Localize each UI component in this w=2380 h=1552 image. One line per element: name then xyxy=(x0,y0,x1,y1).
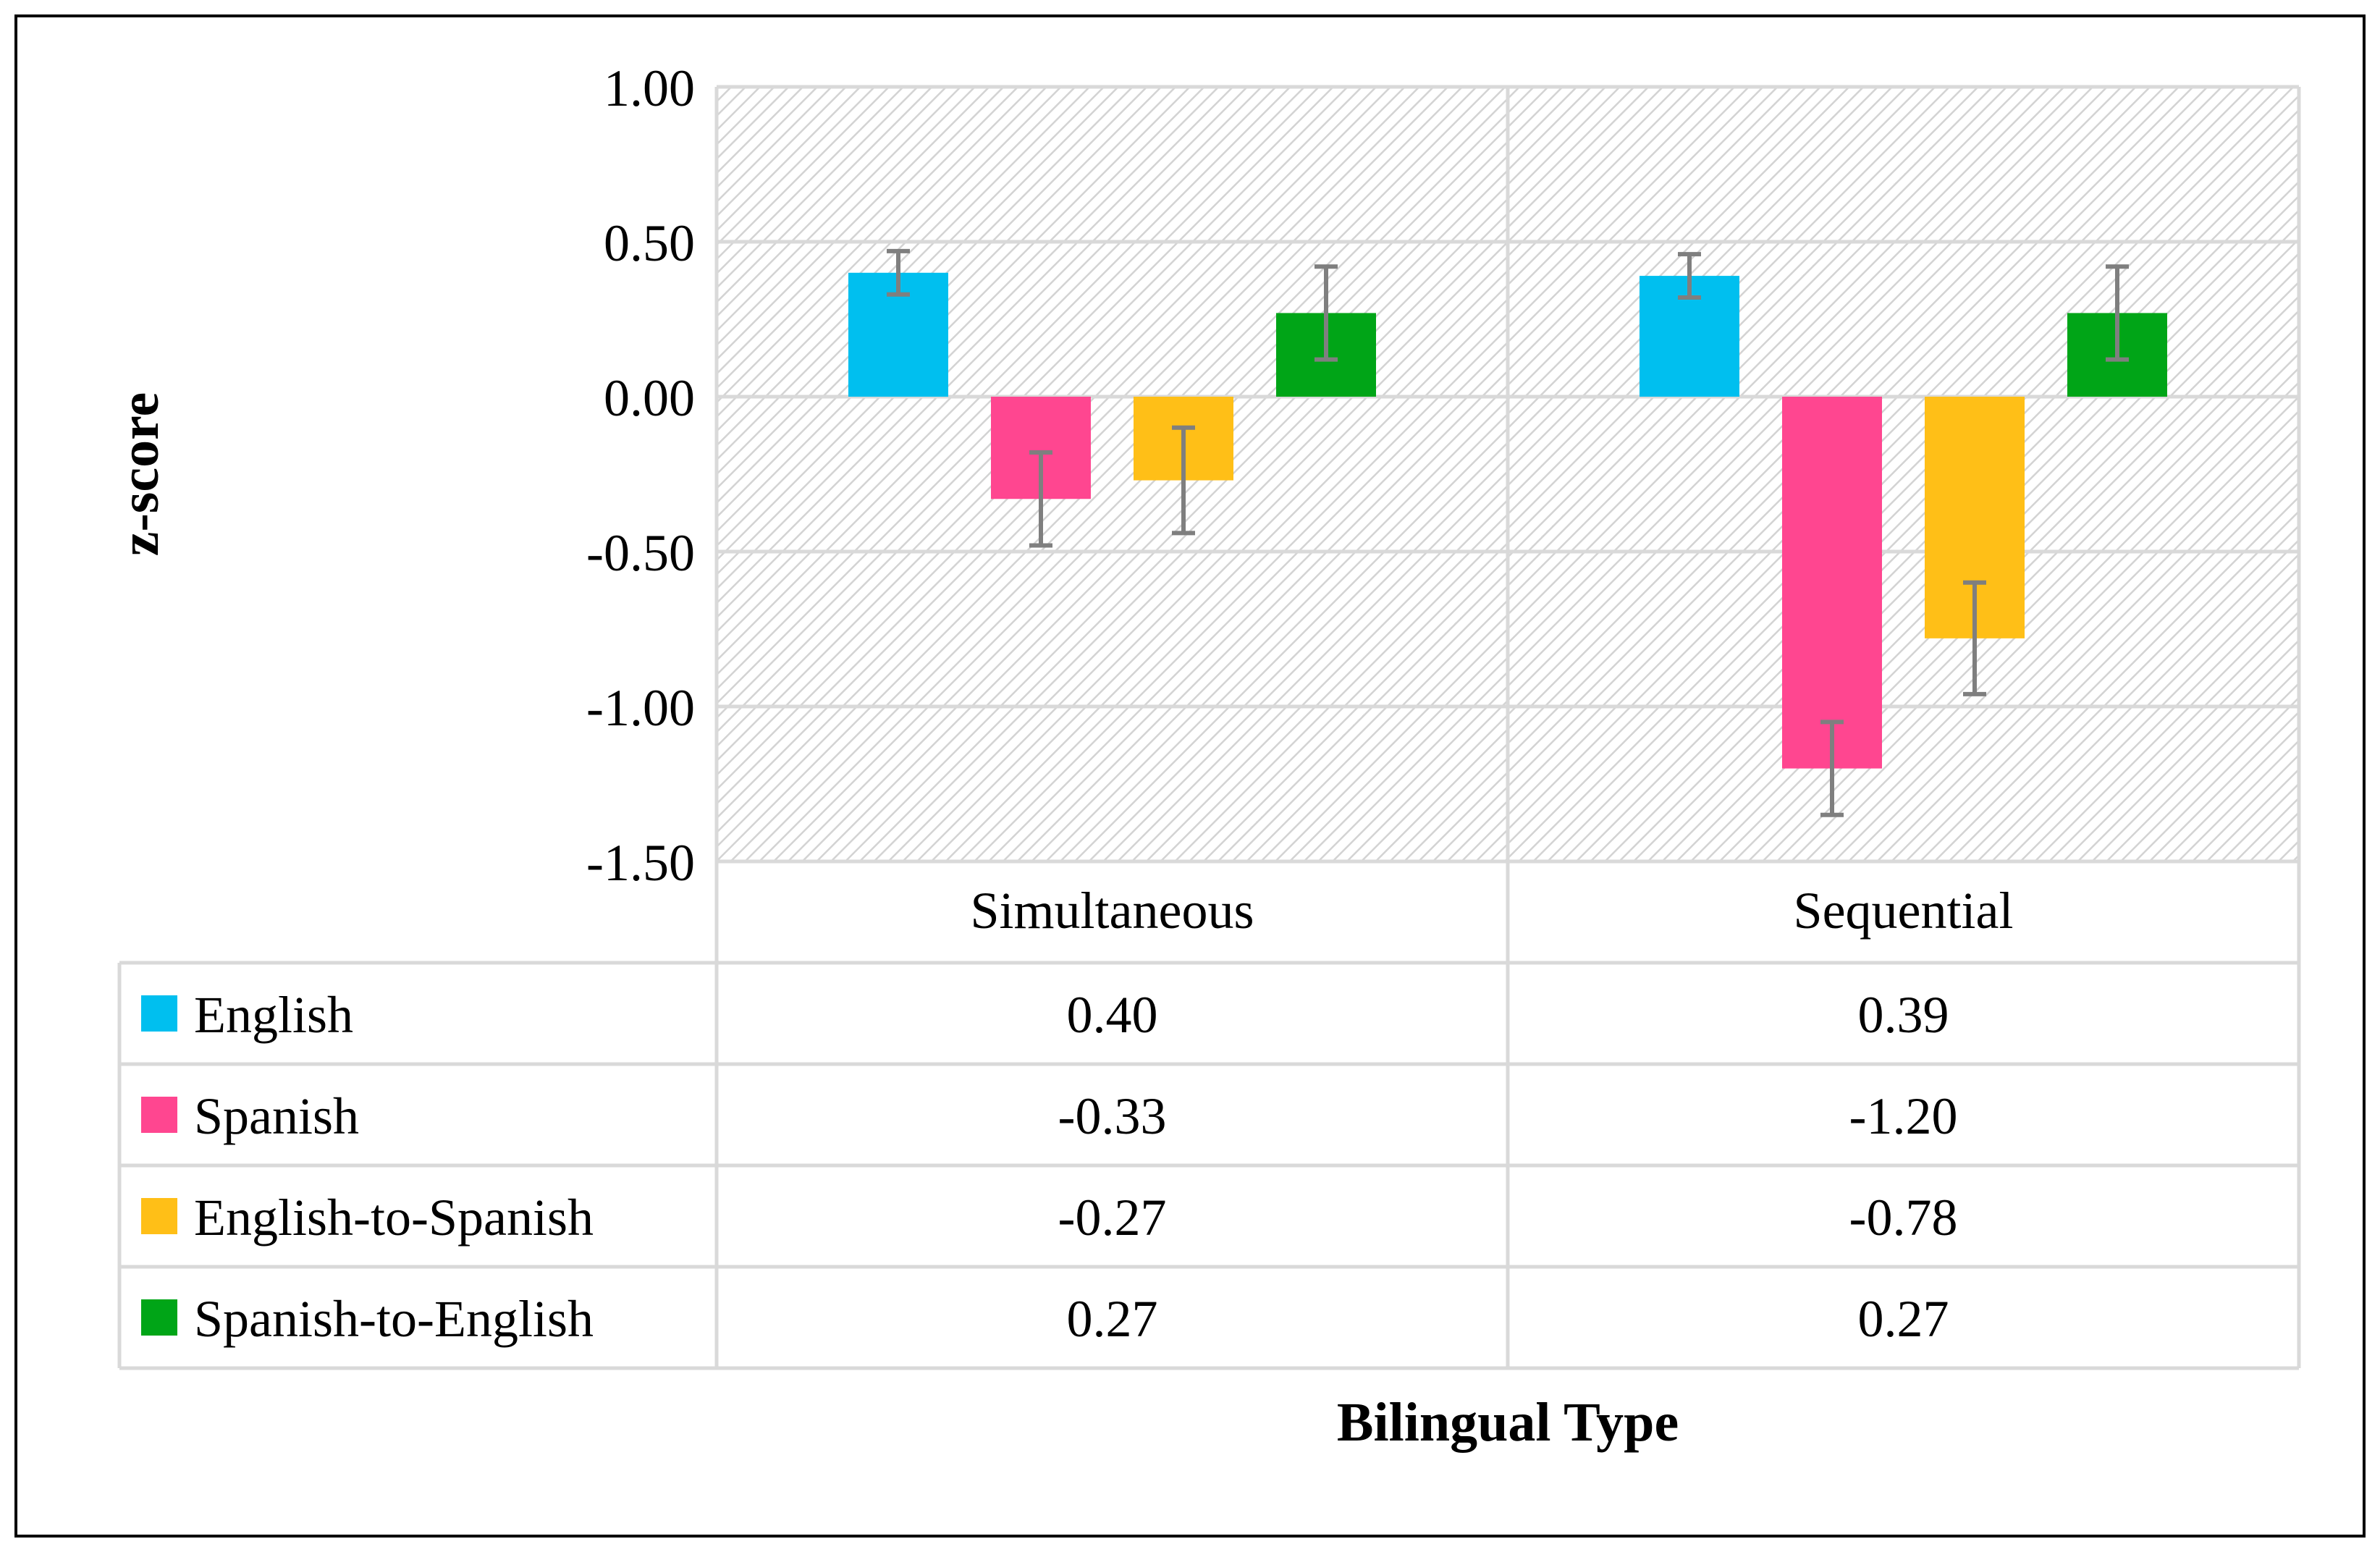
data-table: Simultaneous Sequential English 0.40 0.39 Spa… xyxy=(117,882,2299,1370)
y-tick-label: 0.00 xyxy=(604,369,695,427)
y-tick-label: 0.50 xyxy=(604,214,695,272)
error-bar xyxy=(1315,264,1338,362)
error-bar xyxy=(1029,450,1052,548)
error-bar xyxy=(1678,252,1701,300)
bar xyxy=(1782,397,1882,769)
data-label: -0.27 xyxy=(1058,1189,1167,1247)
legend-swatch xyxy=(141,1198,177,1234)
data-label: -0.78 xyxy=(1849,1189,1958,1247)
y-tick-label: -1.00 xyxy=(586,679,695,737)
legend-label: English xyxy=(194,986,353,1044)
y-tick-label: -0.50 xyxy=(586,524,695,582)
y-axis-title: z-score xyxy=(109,392,170,556)
gridlines xyxy=(714,85,2301,1368)
data-label: -0.33 xyxy=(1058,1087,1167,1145)
x-axis-title: Bilingual Type xyxy=(1337,1392,1679,1453)
legend-label: Spanish xyxy=(194,1087,359,1145)
error-bar xyxy=(2106,264,2129,362)
legend-swatch xyxy=(141,995,177,1032)
error-bar xyxy=(887,248,910,297)
error-bar xyxy=(1172,425,1195,536)
legend-swatch xyxy=(141,1097,177,1133)
data-label: 0.27 xyxy=(1858,1290,1949,1348)
error-bar xyxy=(1963,580,1986,696)
y-axis: 1.00 0.50 0.00 -0.50 -1.00 -1.50 xyxy=(586,59,695,892)
legend-label: Spanish-to-English xyxy=(194,1290,594,1348)
error-bar xyxy=(1820,720,1844,817)
data-label: 0.27 xyxy=(1067,1290,1158,1348)
y-tick-label: 1.00 xyxy=(604,59,695,117)
x-tick-label: Sequential xyxy=(1794,882,2014,940)
x-tick-label: Simultaneous xyxy=(971,882,1254,940)
error-bars xyxy=(887,248,2129,817)
data-label: -1.20 xyxy=(1849,1087,1958,1145)
legend-label: English-to-Spanish xyxy=(194,1189,594,1247)
y-tick-label: -1.50 xyxy=(586,834,695,892)
legend-swatch xyxy=(141,1299,177,1336)
data-label: 0.39 xyxy=(1858,986,1949,1044)
data-label: 0.40 xyxy=(1067,986,1158,1044)
